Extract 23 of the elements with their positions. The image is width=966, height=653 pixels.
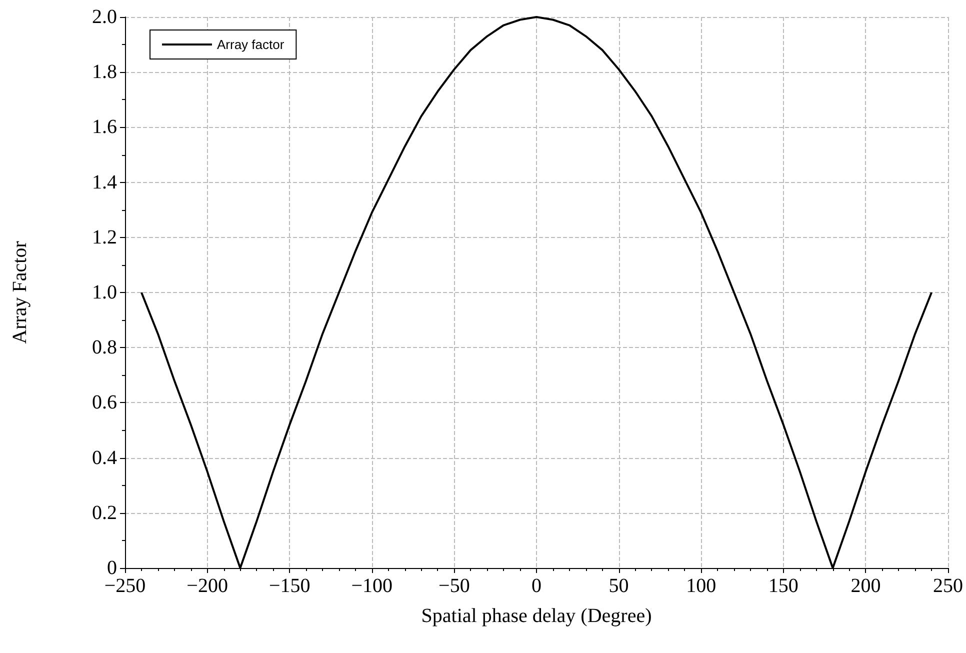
y-tick-label: 1.2: [92, 226, 117, 248]
x-tick-label: −50: [438, 575, 470, 597]
x-tick-label: 250: [933, 575, 963, 597]
y-tick-label: 1.6: [92, 116, 117, 138]
y-tick-label: 1.0: [92, 282, 117, 304]
x-tick-label: 100: [686, 575, 716, 597]
y-tick-label: 0.2: [92, 502, 117, 524]
x-tick-label: 200: [850, 575, 881, 597]
y-tick-label: 1.4: [92, 171, 117, 194]
x-axis-title: Spatial phase delay (Degree): [421, 605, 652, 627]
x-tick-label: −150: [268, 575, 310, 597]
x-tick-label: −200: [186, 575, 228, 597]
y-axis-title: Array Factor: [9, 240, 31, 344]
y-tick-label: 0.4: [92, 446, 117, 469]
y-tick-label: 2.0: [92, 6, 117, 28]
x-tick-label: −100: [351, 575, 393, 597]
y-tick-label: 1.8: [92, 61, 117, 84]
x-tick-label: 0: [532, 575, 542, 597]
x-tick-label: 150: [768, 575, 798, 597]
x-tick-label: 50: [608, 575, 629, 597]
y-tick-label: 0.8: [92, 336, 117, 359]
y-tick-label: 0.6: [92, 392, 117, 414]
legend-label: Array factor: [217, 37, 285, 52]
